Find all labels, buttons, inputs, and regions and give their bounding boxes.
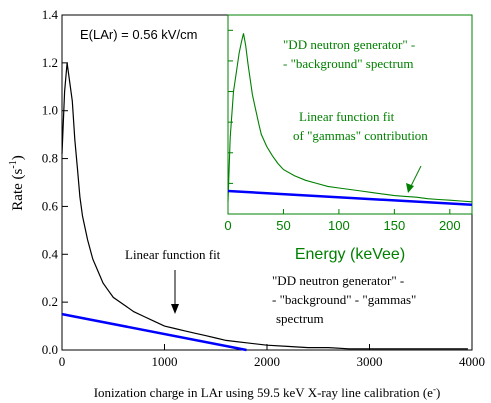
inset-spectrum-line: [227, 33, 473, 203]
inset-fit-line1: Linear function fit: [299, 109, 395, 124]
main-ticks: 0 1000 2000 3000 40000.00.20.40.60.81.01.21.…: [42, 7, 485, 369]
inset-x-tick-label: 200: [439, 218, 461, 233]
main-y-tick-label: 1.0: [42, 103, 58, 118]
inset-x-tick-label: 100: [328, 218, 350, 233]
inset-x-tick-label: 150: [384, 218, 406, 233]
inset-series: [227, 33, 473, 207]
inset-spectrum-line1: "DD neutron generator" -: [283, 37, 415, 52]
inset-spectrum-line2: - "background" spectrum: [283, 56, 413, 71]
main-y-tick-label: 0.4: [42, 246, 59, 261]
main-x-tick-label: 4000: [459, 354, 485, 369]
inset-x-tick-label: 0: [224, 218, 231, 233]
linear-fit-annotation: Linear function fit: [125, 247, 221, 262]
inset-x-tick-label: 50: [276, 218, 290, 233]
main-y-tick-label: 0.6: [42, 198, 59, 213]
inset-fit-arrow-head: [406, 183, 414, 193]
main-spectrum-line: [61, 62, 468, 350]
main-y-tick-label: 1.4: [42, 7, 59, 22]
main-x-tick-label: 3000: [357, 354, 383, 369]
main-y-axis-label: Rate (s-1): [8, 155, 26, 210]
main-x-tick-label: 0: [59, 354, 66, 369]
main-y-tick-label: 0.2: [42, 294, 58, 309]
spectrum-annotation-line1: "DD neutron generator" -: [272, 273, 404, 288]
inset-fit-arrow: [409, 165, 422, 189]
main-x-tick-label: 2000: [254, 354, 280, 369]
inset-ticks: 0 50 100 150 200: [224, 29, 461, 233]
spectrum-annotation-line2: - "background" - "gammas": [272, 292, 416, 307]
main-y-tick-label: 1.2: [42, 55, 58, 70]
inset-x-axis-label: Energy (keVee): [295, 246, 405, 263]
main-series: [61, 62, 468, 352]
main-linear-fit-line: [61, 312, 247, 352]
main-y-tick-label: 0.0: [42, 342, 58, 357]
inset-plot-frame: [227, 14, 473, 215]
main-y-tick-label: 0.8: [42, 151, 58, 166]
inset-fit-line2: of "gammas" contribution: [293, 128, 428, 143]
main-x-axis-label: Ionization charge in LAr using 59.5 keV …: [94, 384, 441, 400]
field-annotation: E(LAr) = 0.56 kV/cm: [80, 27, 197, 42]
main-x-tick-label: 1000: [152, 354, 178, 369]
spectrum-annotation-line3: spectrum: [276, 311, 324, 326]
inset-linear-fit-line: [227, 189, 473, 207]
linear-fit-arrow-head: [171, 304, 179, 314]
